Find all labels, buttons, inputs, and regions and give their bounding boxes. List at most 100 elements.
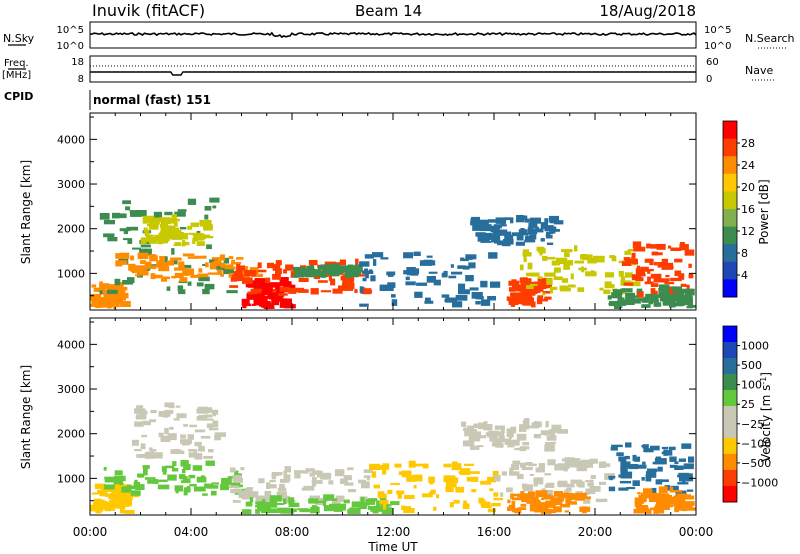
scatter-cell (257, 262, 262, 269)
scatter-cell (508, 297, 519, 304)
scatter-cell (524, 497, 530, 502)
scatter-cell (403, 270, 409, 275)
scatter-cell (275, 260, 282, 266)
scatter-cell (261, 499, 266, 502)
scatter-cell (564, 457, 575, 464)
scatter-cell (283, 498, 291, 504)
scatter-cell (628, 464, 639, 470)
time-axis: 00:00 04:00 08:00 12:00 16:00 20:00 00:00 (73, 525, 714, 539)
scatter-cell (429, 481, 434, 485)
scatter-cell (125, 206, 131, 211)
scatter-cell (371, 471, 377, 478)
scatter-cell (261, 287, 272, 293)
scatter-cell (524, 294, 533, 298)
scatter-cell (430, 260, 436, 266)
scatter-cell (126, 226, 139, 231)
scatter-cell (306, 265, 312, 271)
scatter-cell (684, 288, 694, 296)
scatter-cell (406, 475, 416, 482)
scatter-cell (357, 274, 366, 277)
scatter-cell (338, 285, 347, 290)
scatter-cell (500, 426, 505, 434)
scatter-cell (641, 304, 651, 308)
scatter-cell (683, 475, 694, 482)
scatter-cell (634, 456, 641, 462)
scatter-cell (196, 282, 204, 287)
scatter-cell (162, 413, 169, 418)
scatter-cell (311, 480, 323, 484)
scatter-cell (103, 467, 107, 471)
scatter-cell (138, 270, 149, 276)
scatter-cell (166, 260, 174, 266)
scatter-cell (504, 441, 514, 445)
scatter-cell (381, 507, 392, 511)
scatter-cell (113, 478, 123, 485)
scatter-cell (309, 265, 315, 269)
scatter-cell (658, 284, 670, 292)
scatter-cell (120, 507, 125, 514)
scatter-cell (206, 423, 213, 428)
colorbar-swatch (723, 279, 737, 298)
scatter-cell (278, 293, 288, 296)
scatter-cell (433, 279, 441, 286)
scatter-cell (283, 498, 287, 505)
scatter-cell (363, 475, 371, 478)
scatter-cell (495, 231, 500, 236)
scatter-cell (238, 491, 245, 499)
scatter-cell (453, 499, 460, 504)
colorbar-swatch (723, 342, 737, 359)
scatter-cell (373, 259, 377, 266)
scatter-cell (163, 233, 174, 239)
scatter-cell (167, 474, 177, 481)
scatter-cell (328, 262, 341, 265)
scatter-cell (134, 421, 144, 427)
scatter-cell (209, 262, 217, 270)
scatter-cell (629, 281, 641, 287)
scatter-cell (549, 502, 554, 505)
scatter-cell (587, 257, 597, 264)
scatter-cell (506, 428, 516, 434)
colorbar-swatch (723, 486, 737, 503)
scatter-cell (416, 282, 428, 286)
scatter-cell (537, 277, 541, 283)
scatter-cell (303, 470, 309, 474)
scatter-cell (371, 252, 384, 258)
scatter-cell (686, 489, 694, 492)
time-tick-label: 08:00 (275, 525, 310, 539)
scatter-cell (620, 471, 633, 479)
scatter-cell (429, 491, 435, 495)
scatter-cell (280, 507, 291, 514)
scatter-cell (169, 426, 174, 430)
scatter-cell (113, 303, 117, 309)
scatter-cell (509, 440, 520, 445)
scatter-cell (313, 275, 321, 280)
scatter-cell (120, 282, 124, 288)
frequency-trace (90, 71, 696, 76)
scatter-cell (112, 284, 121, 288)
time-tick-label: 00:00 (679, 525, 714, 539)
scatter-cell (373, 484, 380, 489)
scatter-cell (535, 467, 545, 473)
scatter-cell (300, 270, 305, 277)
velocity-panel: 4000 3000 2000 1000 Slant Range [km] 1000 50… (19, 317, 778, 516)
colorbar-swatch (723, 209, 737, 228)
scatter-cell (489, 488, 494, 492)
scatter-cell (688, 456, 695, 463)
scatter-cell (645, 293, 656, 300)
scatter-cell (156, 260, 165, 268)
scatter-cell (379, 500, 389, 505)
scatter-cell (344, 275, 352, 278)
scatter-cell (525, 236, 534, 242)
scatter-cell (170, 227, 180, 234)
scatter-cell (636, 265, 641, 271)
colorbar-tick-label: 24 (741, 159, 755, 172)
scatter-cell (119, 491, 131, 495)
scatter-cell (99, 300, 109, 306)
scatter-cell (135, 484, 145, 490)
scatter-cell (354, 271, 361, 276)
scatter-cell (97, 489, 107, 494)
scatter-cell (424, 300, 434, 304)
scatter-cell (647, 270, 651, 274)
scatter-cell (579, 506, 591, 512)
noise-sky-label: N.Sky (3, 32, 35, 45)
